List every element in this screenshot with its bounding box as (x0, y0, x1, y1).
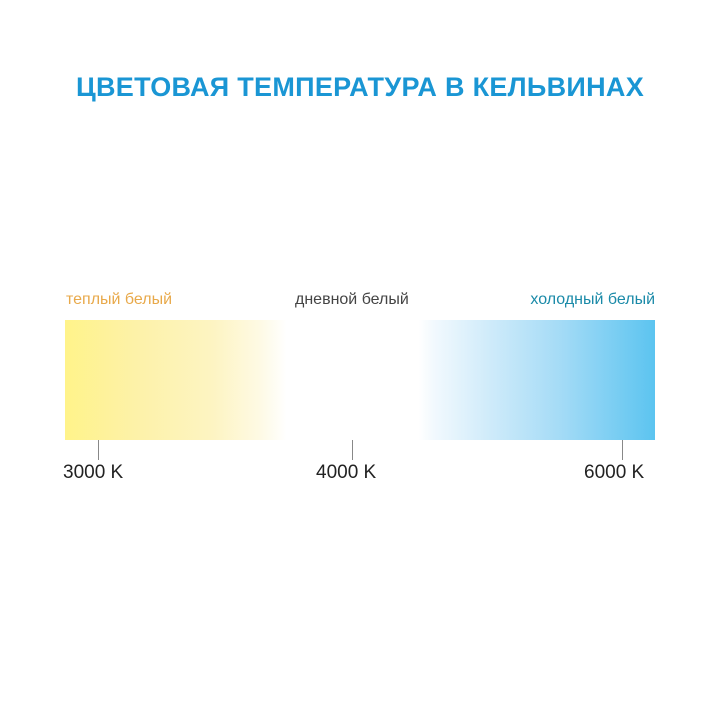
cool-white-label: холодный белый (530, 291, 655, 308)
daylight-white-label: дневной белый (295, 291, 409, 308)
tick-6000 (622, 440, 623, 460)
tick-4000 (352, 440, 353, 460)
color-temperature-gradient-bar (65, 320, 655, 440)
tick-3000 (98, 440, 99, 460)
scale-label-6000: 6000 K (584, 462, 645, 483)
page-title: ЦВЕТОВАЯ ТЕМПЕРАТУРА В КЕЛЬВИНАХ (75, 72, 645, 102)
scale-label-3000: 3000 K (63, 462, 124, 483)
scale-label-4000: 4000 K (316, 462, 377, 483)
warm-white-label: теплый белый (66, 291, 173, 308)
